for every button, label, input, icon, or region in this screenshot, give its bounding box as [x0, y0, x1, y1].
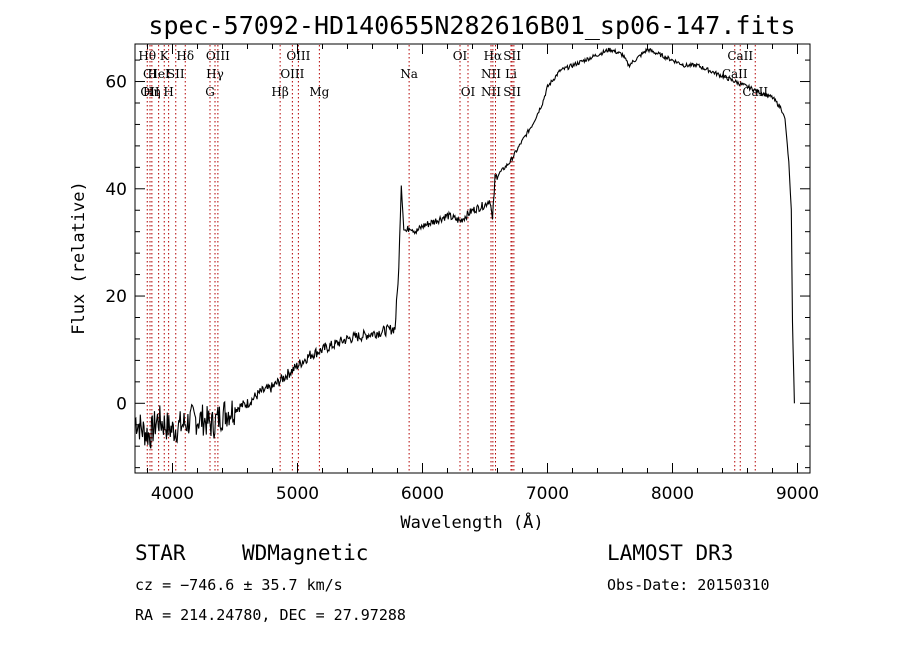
x-tick-label: 5000	[276, 484, 319, 504]
subclass-label: WDMagnetic	[242, 541, 368, 565]
plot-frame	[134, 43, 811, 474]
chart-title: spec-57092-HD140655N282616B01_sp06-147.f…	[148, 11, 795, 40]
line-label: G	[205, 85, 215, 99]
y-tick-label: 60	[105, 73, 127, 93]
flux-line	[134, 47, 795, 449]
line-label: OII	[140, 85, 160, 99]
line-markers	[146, 45, 756, 472]
y-tick-label: 20	[105, 287, 127, 307]
y-tick-label: 0	[116, 394, 127, 414]
line-label: SII	[503, 49, 521, 63]
line-label: Mg	[309, 85, 329, 99]
line-label: Li	[505, 67, 517, 81]
line-label: K	[160, 49, 170, 63]
line-label: HeI	[147, 67, 170, 81]
line-label: Hγ	[206, 67, 224, 81]
line-label: CaII	[727, 49, 753, 63]
class-label: STAR	[135, 541, 186, 565]
line-label: OIII	[206, 49, 230, 63]
obs-date-label: Obs-Date: 20150310	[607, 576, 770, 594]
line-label: SII	[503, 85, 521, 99]
line-label: NII	[481, 67, 501, 81]
line-label: OIII	[280, 67, 304, 81]
y-tick-labels: 0 20 40 60	[105, 73, 127, 415]
coords-label: RA = 214.24780, DEC = 27.97288	[135, 606, 406, 624]
line-label: OI	[461, 85, 476, 99]
line-label: OI	[453, 49, 468, 63]
x-tick-label: 9000	[776, 484, 819, 504]
x-tick-label: 6000	[401, 484, 444, 504]
x-tick-label: 4000	[151, 484, 194, 504]
x-tick-labels: 4000 5000 6000 7000 8000 9000	[151, 484, 819, 504]
x-axis-label: Wavelength (Å)	[400, 511, 543, 533]
redshift-label: cz = −746.6 ± 35.7 km/s	[135, 576, 343, 594]
y-tick-label: 40	[105, 180, 127, 200]
line-label: OIII	[286, 49, 310, 63]
line-label: Hδ	[176, 49, 194, 63]
line-label: Hθ	[138, 49, 156, 63]
line-label: H	[163, 85, 173, 99]
line-label: Na	[400, 67, 418, 81]
line-label: Hα	[484, 49, 503, 63]
x-tick-label: 8000	[651, 484, 694, 504]
line-label: CI	[143, 67, 157, 81]
line-label: Hη	[143, 85, 161, 99]
line-label: SII	[167, 67, 185, 81]
x-tick-label: 7000	[526, 484, 569, 504]
line-label: CaII	[722, 67, 748, 81]
line-label: NII	[481, 85, 501, 99]
y-axis-label: Flux (relative)	[69, 181, 89, 335]
line-label: Hβ	[271, 85, 288, 99]
axis-ticks	[135, 44, 810, 473]
survey-label: LAMOST DR3	[607, 541, 733, 565]
line-label: CaII	[742, 85, 768, 99]
